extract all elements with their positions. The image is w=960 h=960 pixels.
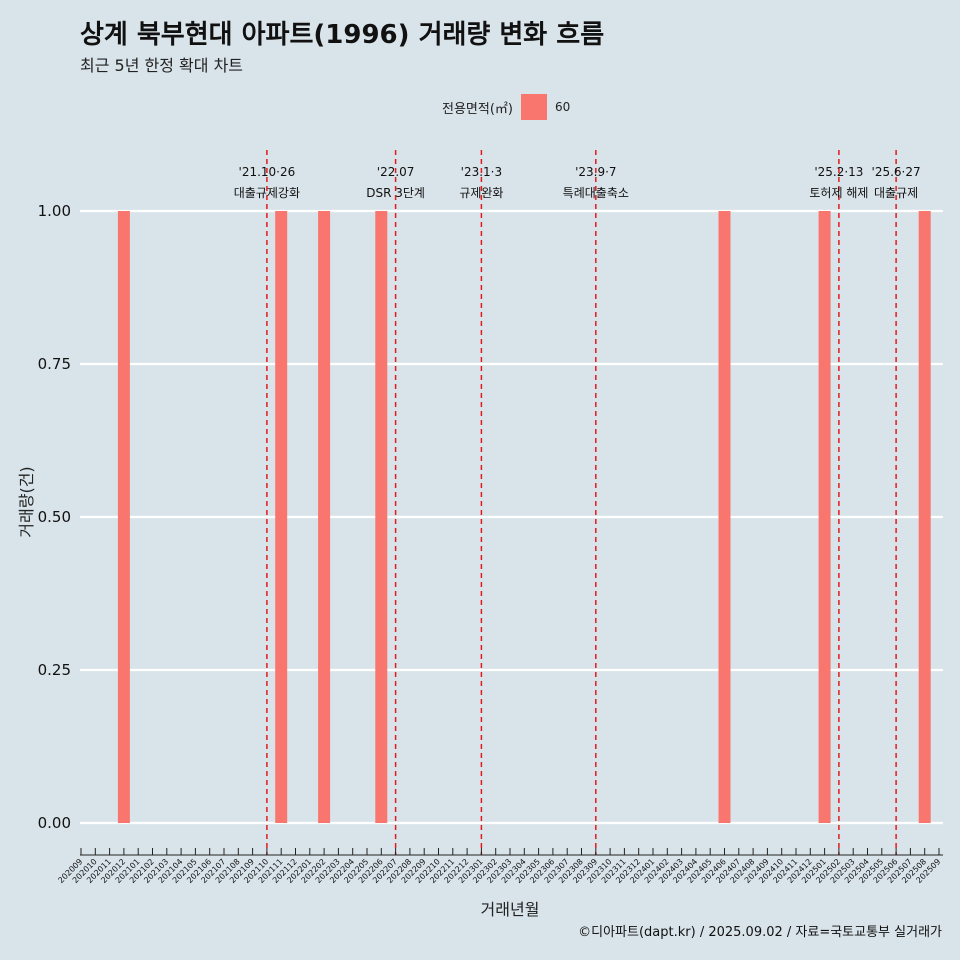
event-policy-label: 대출규제 — [874, 186, 918, 200]
event-policy-label: 특례대출축소 — [563, 186, 629, 200]
event-policy-label: 토허제 해제 — [809, 186, 868, 200]
bar — [375, 211, 388, 823]
bar — [275, 211, 288, 823]
bar — [718, 211, 731, 823]
bar — [918, 211, 931, 823]
source-caption: ©디아파트(dapt.kr) / 2025.09.02 / 자료=국토교통부 실… — [578, 925, 942, 940]
legend-swatch — [520, 94, 547, 120]
legend-item-label: 60 — [554, 100, 571, 114]
chart-title: 상계 북부현대 아파트(1996) 거래량 변화 흐름 — [80, 20, 605, 50]
event-date-label: '22.07 — [377, 165, 415, 179]
bar — [318, 211, 331, 823]
legend-title: 전용면적(㎡) — [442, 101, 513, 117]
bar — [818, 211, 831, 823]
event-date-label: '25.6·27 — [872, 165, 921, 179]
event-date-label: '21.10·26 — [239, 165, 296, 179]
event-date-label: '25.2·13 — [814, 165, 863, 179]
event-date-label: '23.9·7 — [575, 165, 616, 179]
event-policy-label: DSR 3단계 — [366, 186, 425, 200]
y-tick-label: 0.50 — [38, 508, 71, 526]
event-policy-label: 규제완화 — [459, 186, 503, 200]
y-tick-label: 0.25 — [38, 661, 71, 679]
event-date-label: '23.1·3 — [461, 165, 502, 179]
x-axis-title: 거래년월 — [481, 900, 540, 919]
legend: 전용면적(㎡) 60 — [442, 94, 570, 120]
chart-subtitle: 최근 5년 한정 확대 차트 — [80, 56, 244, 75]
y-tick-label: 0.75 — [38, 355, 71, 373]
y-tick-label: 0.00 — [38, 814, 71, 832]
bar — [117, 211, 130, 823]
y-axis-title: 거래량(건) — [17, 466, 36, 537]
event-policy-label: 대출규제강화 — [234, 186, 300, 200]
y-tick-label: 1.00 — [38, 202, 71, 220]
